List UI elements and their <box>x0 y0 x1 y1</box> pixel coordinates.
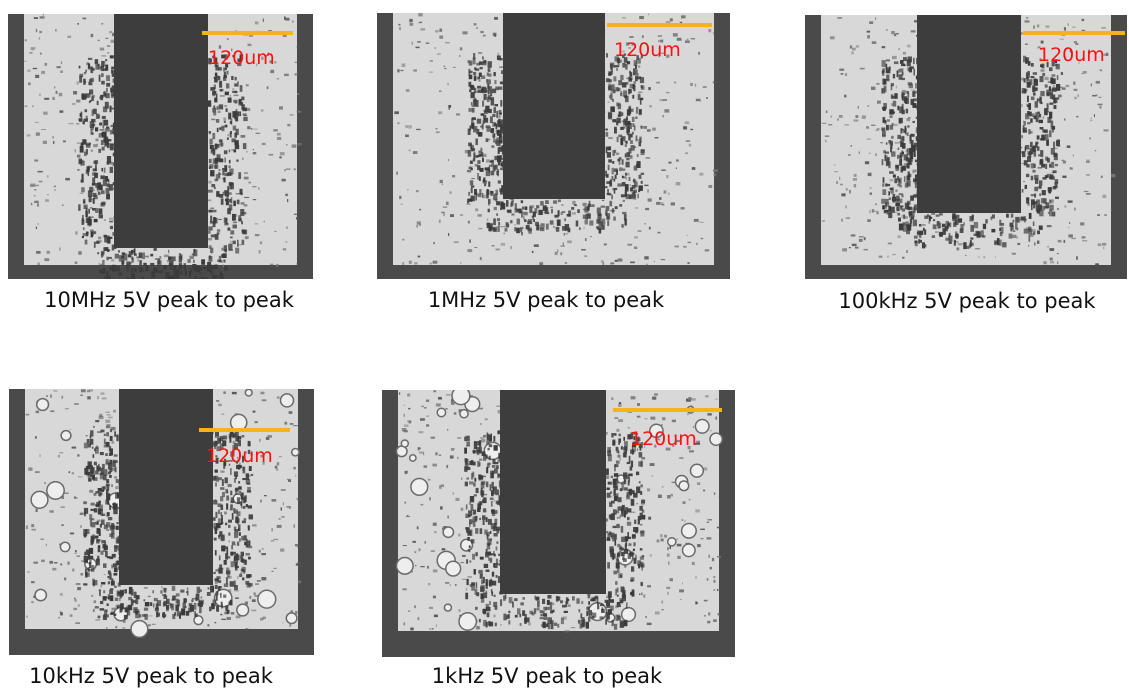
scale-bar <box>1023 31 1125 35</box>
scale-bar-label: 120um <box>614 39 681 61</box>
panel-caption: 1kHz 5V peak to peak <box>431 664 663 688</box>
scale-bar-label: 120um <box>630 428 697 450</box>
micrograph-image <box>377 13 730 279</box>
scale-bar-label: 120um <box>208 47 275 69</box>
micrograph-image <box>8 14 313 279</box>
panel-caption: 1MHz 5V peak to peak <box>427 288 665 312</box>
scale-bar <box>199 428 290 432</box>
scale-bar-label: 120um <box>206 445 273 467</box>
panel-caption: 100kHz 5V peak to peak <box>838 289 1096 313</box>
scale-bar <box>202 31 293 35</box>
scale-bar <box>613 408 722 412</box>
scale-bar-label: 120um <box>1038 44 1105 66</box>
panel-caption: 10kHz 5V peak to peak <box>29 664 273 688</box>
scale-bar <box>607 23 712 27</box>
micrograph-image <box>382 390 735 657</box>
micrograph-image <box>805 15 1127 279</box>
panel-caption: 10MHz 5V peak to peak <box>44 288 294 312</box>
